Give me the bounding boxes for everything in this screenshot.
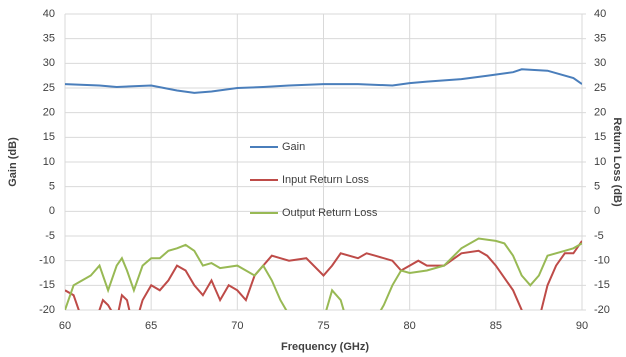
- x-tick-label: 65: [145, 320, 157, 332]
- y2-axis-label: Return Loss (dB): [611, 117, 623, 207]
- y-tick-label: -20: [39, 304, 55, 316]
- series-line: [65, 68, 582, 94]
- y2-tick-label: 30: [594, 57, 606, 69]
- y-tick-label: 10: [43, 156, 55, 168]
- y2-tick-label: 35: [594, 33, 606, 45]
- x-tick-label: 70: [231, 320, 243, 332]
- y2-tick-label: -5: [594, 230, 604, 242]
- y2-tick-label: 25: [594, 82, 606, 94]
- x-tick-label: 80: [404, 320, 416, 332]
- y-tick-label: 25: [43, 82, 55, 94]
- x-tick-label: 60: [59, 320, 71, 332]
- legend-label: Input Return Loss: [282, 174, 369, 186]
- y-tick-label: -10: [39, 255, 55, 267]
- x-tick-label: 75: [317, 320, 329, 332]
- x-tick-label: 85: [490, 320, 502, 332]
- y-tick-label: 15: [43, 131, 55, 143]
- x-tick-label: 90: [576, 320, 588, 332]
- y2-tick-label: 20: [594, 107, 606, 119]
- y-tick-label: -5: [45, 230, 55, 242]
- y-tick-label: 35: [43, 33, 55, 45]
- y-tick-label: 40: [43, 8, 55, 20]
- y-tick-label: 20: [43, 107, 55, 119]
- legend-label: Output Return Loss: [282, 207, 378, 219]
- y2-tick-label: -20: [594, 304, 610, 316]
- y2-tick-label: -10: [594, 255, 610, 267]
- y2-tick-label: 5: [594, 181, 600, 193]
- plot-area: [65, 68, 582, 310]
- y-tick-label: 0: [49, 205, 55, 217]
- series-line: [65, 240, 582, 310]
- series-line: [65, 237, 582, 310]
- y2-tick-label: 0: [594, 205, 600, 217]
- y2-tick-label: 40: [594, 8, 606, 20]
- y2-tick-label: -15: [594, 279, 610, 291]
- y-tick-label: 5: [49, 181, 55, 193]
- y2-tick-label: 10: [594, 156, 606, 168]
- y-tick-label: -15: [39, 279, 55, 291]
- x-axis-label: Frequency (GHz): [281, 341, 369, 353]
- y-tick-label: 30: [43, 57, 55, 69]
- y-axis-label: Gain (dB): [7, 137, 19, 187]
- y2-tick-label: 15: [594, 131, 606, 143]
- legend-label: Gain: [282, 141, 305, 153]
